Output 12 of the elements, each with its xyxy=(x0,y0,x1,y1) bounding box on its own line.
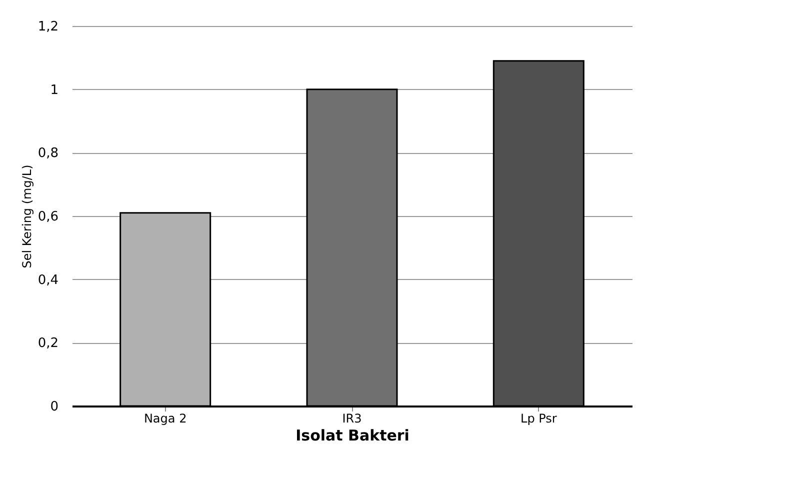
x-axis-title: Isolat Bakteri xyxy=(296,426,410,444)
y-axis-title: Sel Kering (mg/L) xyxy=(20,164,34,268)
x-tick-label: IR3 xyxy=(342,412,362,426)
y-tick-label: 0,8 xyxy=(38,146,58,162)
x-tick-label: Naga 2 xyxy=(144,412,187,426)
y-tick-label: 1 xyxy=(50,82,58,98)
y-tick-label: 0,2 xyxy=(38,336,58,352)
x-tick-label: Lp Psr xyxy=(520,412,557,426)
y-tick-label: 0,4 xyxy=(38,272,58,288)
y-tick-label: 0,6 xyxy=(38,210,58,224)
y-tick-label: 1,2 xyxy=(38,20,58,34)
y-tick-label: 0 xyxy=(50,400,58,414)
